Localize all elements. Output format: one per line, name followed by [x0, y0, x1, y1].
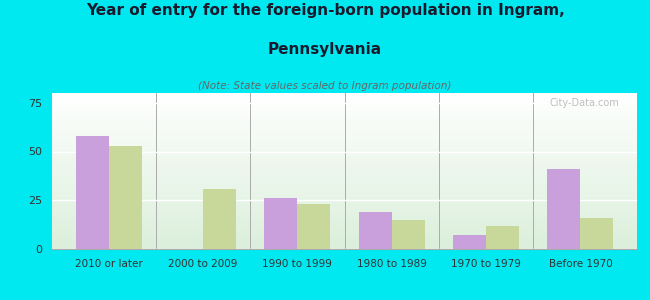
Bar	[265, 198, 297, 249]
Bar	[109, 146, 142, 249]
Bar	[203, 188, 236, 249]
Bar	[392, 220, 424, 249]
Text: City-Data.com: City-Data.com	[550, 98, 619, 108]
Bar	[580, 218, 614, 249]
Bar	[359, 212, 392, 249]
Bar	[486, 226, 519, 249]
Bar	[453, 235, 486, 249]
Text: Pennsylvania: Pennsylvania	[268, 42, 382, 57]
Bar	[75, 136, 109, 249]
Text: Year of entry for the foreign-born population in Ingram,: Year of entry for the foreign-born popul…	[86, 3, 564, 18]
Bar	[547, 169, 580, 249]
Bar	[297, 204, 330, 249]
Text: (Note: State values scaled to Ingram population): (Note: State values scaled to Ingram pop…	[198, 81, 452, 91]
